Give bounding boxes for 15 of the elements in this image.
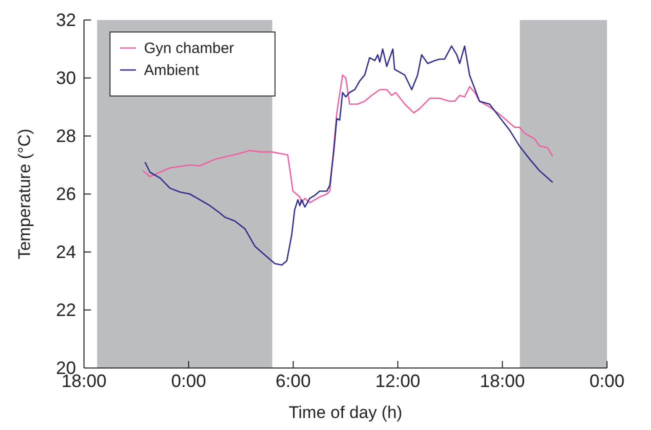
y-tick-label: 26	[56, 184, 76, 204]
y-tick-label: 22	[56, 300, 76, 320]
y-tick-label: 30	[56, 68, 76, 88]
legend-label: Gyn chamber	[144, 40, 234, 57]
y-tick-label: 24	[56, 242, 76, 262]
y-axis-title: Temperature (°C)	[15, 128, 34, 260]
x-tick-label: 6:00	[276, 371, 311, 391]
y-tick-label: 28	[56, 126, 76, 146]
x-tick-label: 12:00	[375, 371, 420, 391]
legend-label: Ambient	[144, 62, 200, 79]
x-tick-label: 0:00	[171, 371, 206, 391]
x-axis-title: Time of day (h)	[288, 403, 402, 422]
x-tick-label: 0:00	[589, 371, 625, 391]
y-tick-label: 32	[56, 10, 76, 30]
x-tick-label: 18:00	[480, 371, 525, 391]
